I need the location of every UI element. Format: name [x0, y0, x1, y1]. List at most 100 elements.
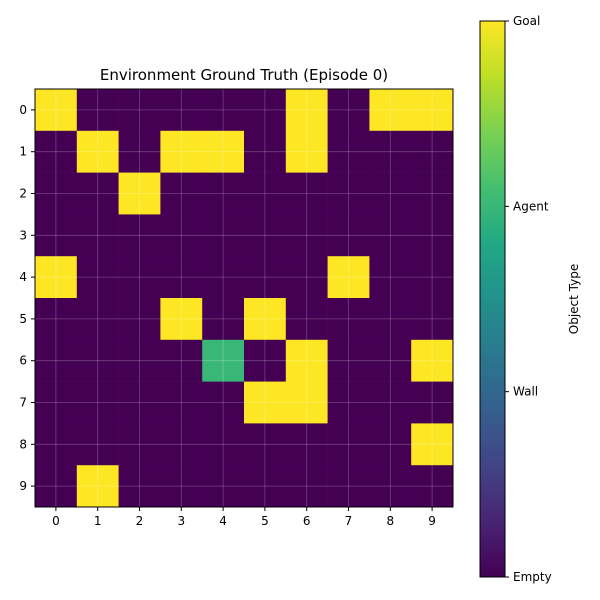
heatmap-cell — [285, 172, 328, 215]
heatmap-cell — [76, 381, 119, 424]
heatmap-cell — [202, 298, 245, 341]
colorbar: Empty Wall Agent Goal Object Type — [479, 14, 581, 584]
y-tick-label: 3 — [19, 228, 27, 242]
heatmap-cell — [244, 465, 287, 508]
heatmap-cell — [35, 381, 78, 424]
colorbar-ticks: Empty Wall Agent Goal — [505, 14, 552, 584]
heatmap-cell — [118, 256, 161, 299]
grid-lines — [35, 89, 453, 507]
x-tick-label: 7 — [345, 514, 353, 528]
colorbar-tick-label: Goal — [513, 14, 540, 28]
y-tick-label: 8 — [19, 437, 27, 451]
heatmap-cell — [118, 130, 161, 173]
heatmap-cell — [35, 423, 78, 466]
x-tick-label: 6 — [303, 514, 311, 528]
heatmap-cells — [35, 89, 454, 508]
heatmap-cell — [369, 256, 412, 299]
heatmap-cell — [327, 89, 370, 132]
heatmap-cell — [411, 172, 454, 215]
heatmap-cell — [369, 465, 412, 508]
colorbar-label: Object Type — [567, 264, 581, 334]
heatmap-cell — [118, 298, 161, 341]
heatmap-cell — [202, 423, 245, 466]
heatmap-cell — [411, 423, 454, 466]
heatmap-cell — [76, 465, 119, 508]
heatmap-cell — [327, 339, 370, 382]
x-tick-label: 3 — [177, 514, 185, 528]
heatmap-cell — [411, 256, 454, 299]
heatmap-cell — [244, 256, 287, 299]
y-tick-label: 6 — [19, 354, 27, 368]
heatmap-cell — [160, 214, 203, 257]
heatmap-cell — [35, 89, 78, 132]
heatmap-cell — [285, 89, 328, 132]
heatmap-cell — [369, 339, 412, 382]
heatmap-cell — [244, 423, 287, 466]
heatmap-cell — [160, 465, 203, 508]
heatmap-cell — [76, 89, 119, 132]
heatmap-cell — [285, 214, 328, 257]
heatmap-cell — [411, 214, 454, 257]
heatmap-cell — [327, 214, 370, 257]
heatmap-cell — [160, 298, 203, 341]
heatmap-cell — [76, 423, 119, 466]
heatmap-cell — [202, 339, 245, 382]
heatmap-cell — [369, 130, 412, 173]
heatmap-cell — [160, 130, 203, 173]
heatmap-cell — [285, 256, 328, 299]
heatmap-cell — [160, 381, 203, 424]
heatmap-cell — [411, 339, 454, 382]
heatmap-cell — [369, 381, 412, 424]
y-tick-label: 2 — [19, 187, 27, 201]
heatmap-cell — [285, 130, 328, 173]
heatmap-cell — [160, 339, 203, 382]
heatmap-cell — [411, 298, 454, 341]
y-tick-label: 9 — [19, 479, 27, 493]
heatmap-cell — [411, 130, 454, 173]
heatmap-cell — [202, 172, 245, 215]
heatmap-cell — [244, 172, 287, 215]
heatmap-cell — [285, 381, 328, 424]
heatmap-cell — [327, 465, 370, 508]
plot-frame — [34, 88, 454, 508]
heatmap-cell — [369, 89, 412, 132]
heatmap-cell — [244, 381, 287, 424]
x-tick-label: 0 — [52, 514, 60, 528]
x-tick-label: 4 — [219, 514, 227, 528]
heatmap-cell — [411, 89, 454, 132]
heatmap-cell — [202, 130, 245, 173]
heatmap-cell — [76, 130, 119, 173]
heatmap-cell — [76, 214, 119, 257]
heatmap-cell — [327, 298, 370, 341]
y-tick-label: 4 — [19, 270, 27, 284]
heatmap-cell — [118, 89, 161, 132]
heatmap-cell — [118, 423, 161, 466]
heatmap-cell — [369, 298, 412, 341]
heatmap-cell — [160, 172, 203, 215]
x-tick-label: 9 — [428, 514, 436, 528]
x-tick-label: 2 — [136, 514, 144, 528]
heatmap-cell — [411, 465, 454, 508]
heatmap-cell — [76, 339, 119, 382]
y-tick-label: 5 — [19, 312, 27, 326]
heatmap-cell — [369, 214, 412, 257]
x-tick-label: 8 — [386, 514, 394, 528]
heatmap-cell — [244, 339, 287, 382]
heatmap-cell — [202, 465, 245, 508]
y-tick-label: 1 — [19, 145, 27, 159]
colorbar-tick-label: Empty — [513, 570, 552, 584]
heatmap-cell — [35, 256, 78, 299]
heatmap-cell — [244, 89, 287, 132]
y-tick-label: 0 — [19, 103, 27, 117]
heatmap-cell — [35, 298, 78, 341]
heatmap-cell — [244, 298, 287, 341]
heatmap-cell — [327, 423, 370, 466]
heatmap-cell — [160, 89, 203, 132]
colorbar-gradient — [479, 20, 506, 578]
heatmap-cell — [76, 256, 119, 299]
heatmap-cell — [35, 465, 78, 508]
heatmap-cell — [76, 298, 119, 341]
heatmap-cell — [118, 214, 161, 257]
heatmap-cell — [327, 172, 370, 215]
